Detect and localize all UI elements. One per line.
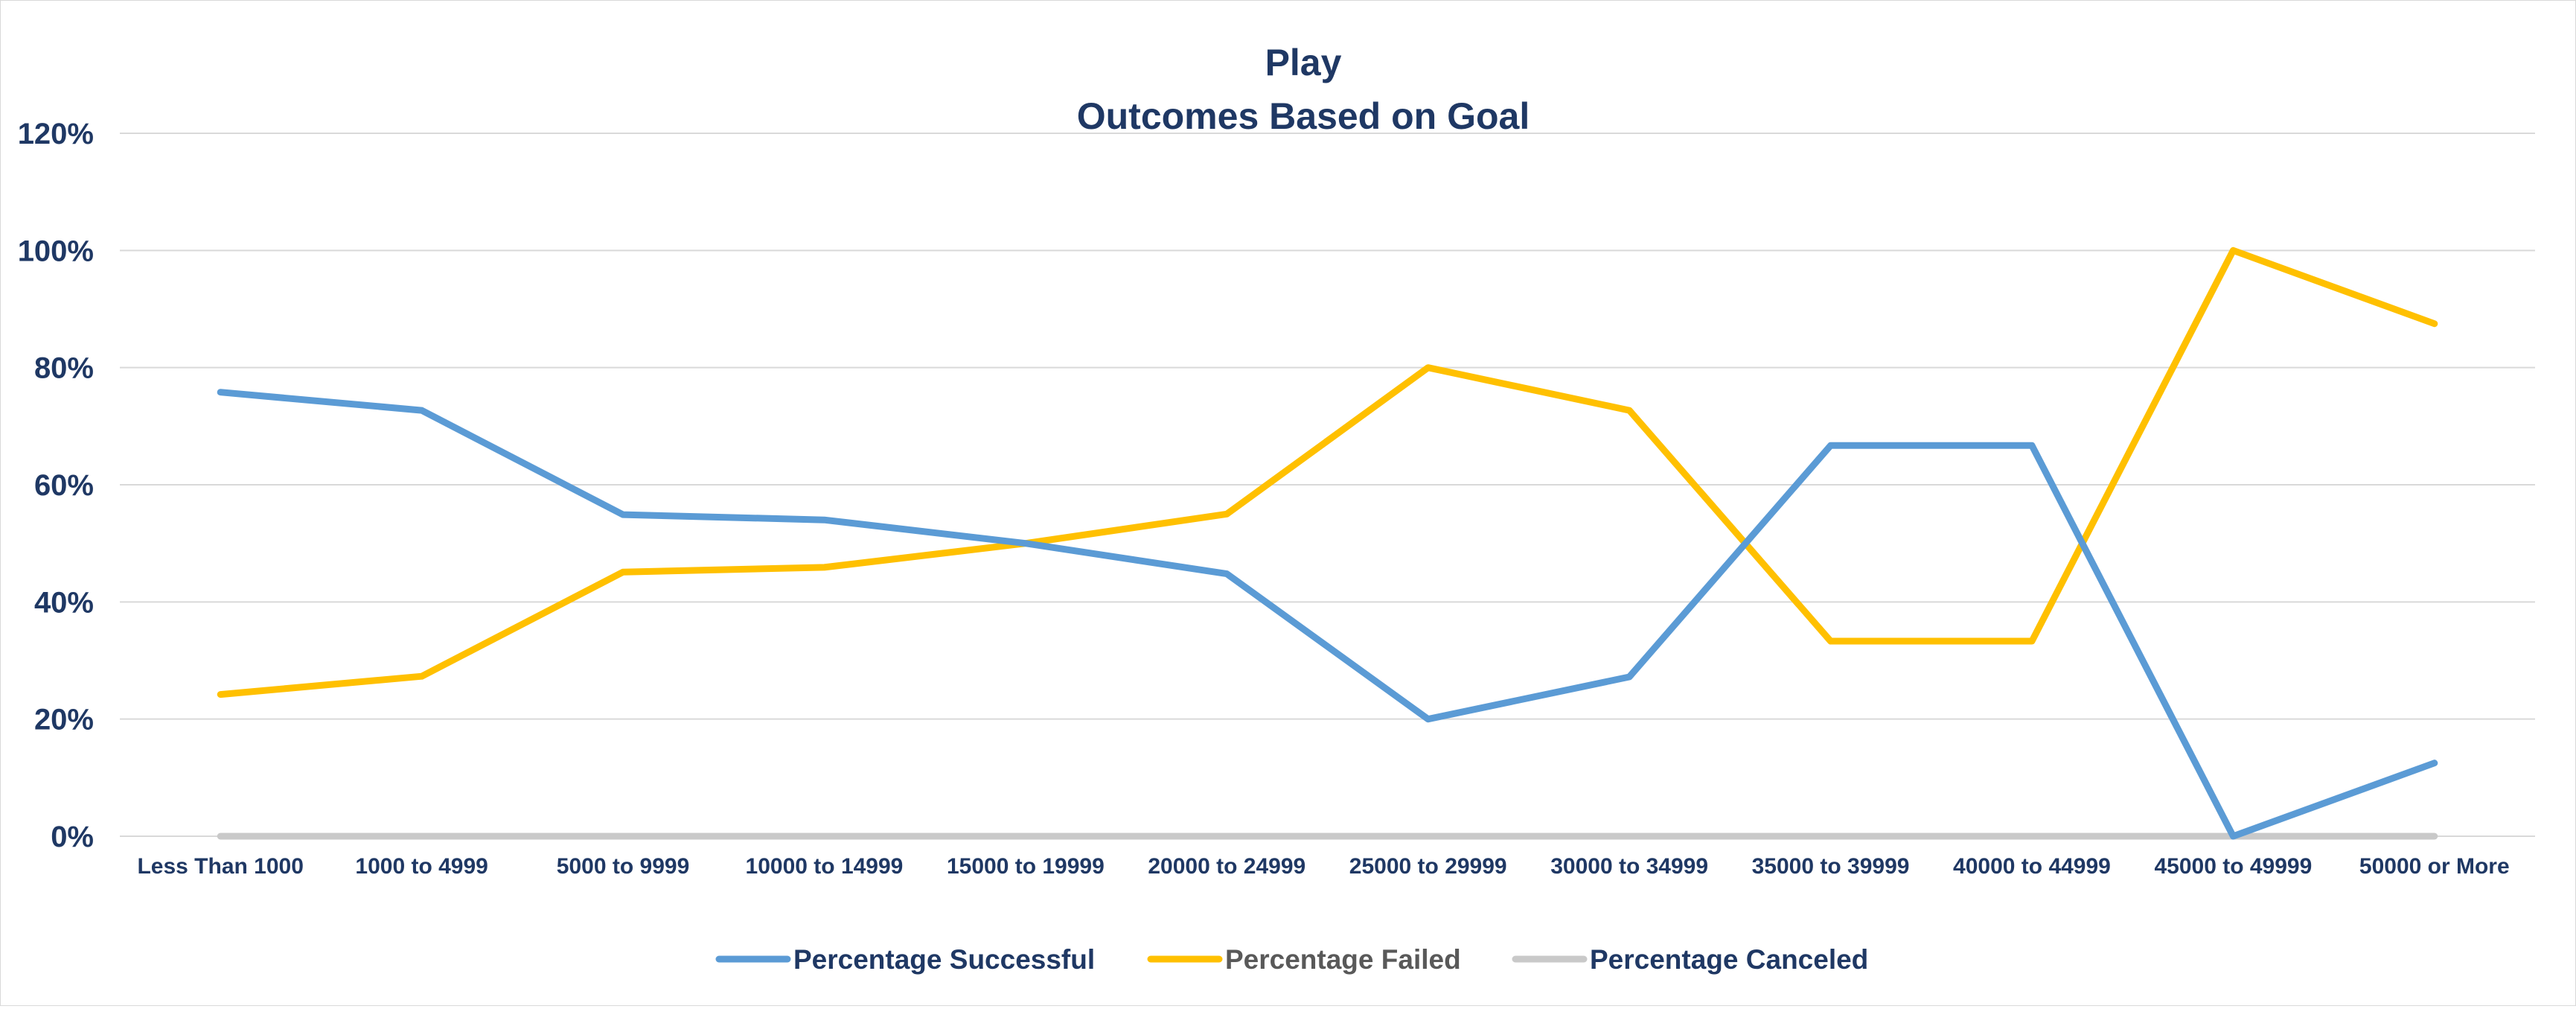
legend-label-percentage-failed: Percentage Failed (1225, 944, 1461, 975)
x-tick-label: 1000 to 4999 (355, 854, 488, 879)
y-tick-label: 100% (18, 235, 94, 267)
x-tick-label: 50000 or More (2359, 854, 2510, 879)
y-tick-label: 20% (34, 704, 94, 736)
legend-label-percentage-successful: Percentage Successful (793, 944, 1095, 975)
y-tick-label: 40% (34, 586, 94, 619)
y-tick-label: 60% (34, 469, 94, 502)
x-tick-label: 25000 to 29999 (1349, 854, 1507, 879)
x-tick-label: 40000 to 44999 (1953, 854, 2111, 879)
series-lines (217, 246, 2438, 840)
x-axis-tick-labels: Less Than 1000 1000 to 4999 5000 to 9999 10… (137, 854, 2509, 879)
x-tick-label: 10000 to 14999 (746, 854, 904, 879)
legend: Percentage Successful Percentage Failed Pe… (715, 944, 1868, 975)
series-line-percentage-failed (217, 246, 2438, 698)
series-line-percentage-successful (217, 389, 2438, 840)
x-tick-label: 20000 to 24999 (1148, 854, 1305, 879)
chart-title: Play (1265, 42, 1342, 83)
y-tick-label: 0% (51, 821, 94, 853)
legend-label-percentage-canceled: Percentage Canceled (1590, 944, 1868, 975)
x-tick-label: 15000 to 19999 (947, 854, 1105, 879)
chart-subtitle: Outcomes Based on Goal (1077, 95, 1530, 137)
gridlines (120, 133, 2535, 837)
x-tick-label: 30000 to 34999 (1550, 854, 1708, 879)
y-axis-tick-labels: 0% 20% 40% 60% 80% 100% 120% (18, 118, 94, 853)
y-tick-label: 120% (18, 118, 94, 150)
x-tick-label: 45000 to 49999 (2154, 854, 2312, 879)
x-tick-label: Less Than 1000 (137, 854, 303, 879)
x-tick-label: 35000 to 39999 (1752, 854, 1910, 879)
y-tick-label: 80% (34, 352, 94, 385)
x-tick-label: 5000 to 9999 (557, 854, 689, 879)
